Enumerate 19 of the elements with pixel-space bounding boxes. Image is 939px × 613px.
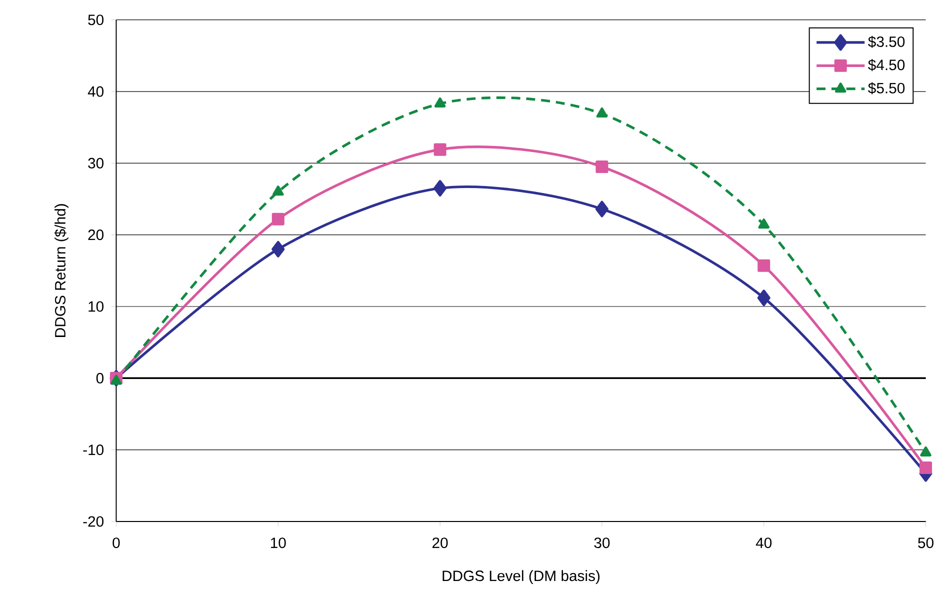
legend-label: $4.50 xyxy=(868,59,905,72)
x-tick-label: 40 xyxy=(756,538,772,548)
x-tick-label: 30 xyxy=(594,538,610,548)
x-tick-label: 50 xyxy=(918,538,934,548)
x-axis-title: DDGS Level (DM basis) xyxy=(442,570,600,584)
y-tick-label: 10 xyxy=(88,301,104,312)
legend-label: $3.50 xyxy=(868,36,905,48)
y-tick-label: 20 xyxy=(88,230,104,240)
x-tick-label: 0 xyxy=(112,538,120,548)
y-tick-label: 30 xyxy=(88,158,104,169)
y-tick-label: 0 xyxy=(96,372,104,384)
y-axis-title: DDGS Return ($/hd) xyxy=(54,204,68,337)
legend-label: $5.50 xyxy=(868,82,905,94)
y-tick-label: -10 xyxy=(83,444,104,456)
y-tick-label: 40 xyxy=(88,86,104,97)
x-tick-label: 10 xyxy=(270,538,286,548)
y-tick-label: -20 xyxy=(83,516,104,527)
y-tick-label: 50 xyxy=(88,14,104,26)
x-tick-label: 20 xyxy=(432,538,448,548)
